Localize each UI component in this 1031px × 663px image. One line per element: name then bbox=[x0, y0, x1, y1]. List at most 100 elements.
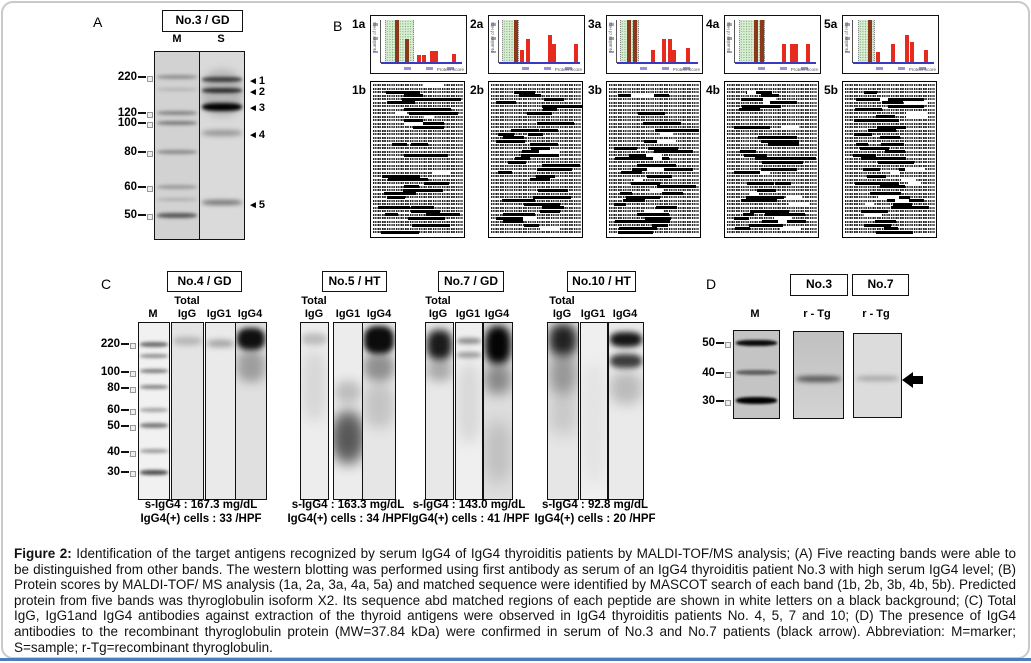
sequence-row bbox=[845, 223, 935, 227]
chart-sublabel: 3a bbox=[588, 17, 602, 31]
sequence-row bbox=[373, 192, 463, 196]
band-number: 1 bbox=[258, 75, 266, 87]
sequence-row bbox=[491, 178, 581, 182]
blot1-lane1-top: Total bbox=[174, 295, 200, 307]
sequence-row bbox=[845, 129, 935, 133]
lane-label-m: M bbox=[172, 33, 182, 45]
blot1-lane2-label: IgG1 bbox=[206, 308, 232, 320]
score-bar bbox=[626, 20, 631, 63]
x-tick-label bbox=[639, 67, 647, 70]
sequence-row bbox=[609, 164, 699, 168]
sequence-row bbox=[845, 90, 935, 94]
x-tick-label bbox=[801, 67, 809, 70]
mw-marker: 50 bbox=[676, 336, 731, 350]
marker-tick-icon bbox=[121, 470, 129, 474]
marker-square-icon bbox=[147, 121, 153, 129]
mw-marker-value: 30 bbox=[107, 466, 120, 478]
sequence-row bbox=[727, 112, 817, 115]
sequence-row bbox=[373, 223, 463, 227]
sequence-row bbox=[491, 115, 581, 118]
score-bar bbox=[891, 43, 896, 63]
sequence-row bbox=[609, 91, 699, 94]
sequence-row bbox=[727, 213, 817, 217]
blot4-lane1 bbox=[547, 322, 579, 500]
sequence-row bbox=[373, 181, 463, 185]
sequence-sublabel: 1b bbox=[352, 83, 367, 97]
sequence-row bbox=[845, 185, 935, 189]
sequence-row bbox=[491, 160, 581, 164]
sequence-row bbox=[609, 98, 699, 101]
sequence-row bbox=[491, 104, 582, 108]
sequence-row bbox=[609, 174, 699, 178]
y-axis-label: Number of Hits bbox=[490, 22, 495, 53]
y-axis bbox=[852, 20, 854, 63]
sequence-row bbox=[609, 143, 699, 146]
score-bar bbox=[806, 43, 811, 63]
sequence-row bbox=[845, 213, 935, 217]
x-tick-label bbox=[565, 67, 573, 70]
score-bar bbox=[876, 52, 881, 63]
sequence-row bbox=[727, 147, 817, 150]
marker-tick-icon bbox=[138, 75, 146, 79]
sequence-row bbox=[373, 230, 463, 234]
sequence-row bbox=[609, 213, 699, 217]
sequence-row bbox=[373, 129, 463, 132]
sequence-row bbox=[727, 160, 817, 164]
sequence-row bbox=[609, 192, 699, 196]
gel-band bbox=[156, 185, 198, 189]
sequence-row bbox=[373, 216, 463, 220]
sequence-row bbox=[491, 164, 581, 168]
sequence-row bbox=[727, 199, 817, 203]
panel-b-column: 4a Protein Score Number of Hits 4b bbox=[706, 12, 821, 242]
y-axis-label: Number of Hits bbox=[372, 22, 377, 53]
matched-sequence-panel bbox=[488, 81, 583, 238]
gel-band bbox=[302, 351, 327, 421]
gel-band bbox=[795, 376, 842, 382]
mw-marker: 50 bbox=[80, 419, 136, 433]
mw-marker-value: 100 bbox=[117, 117, 137, 129]
mw-marker: 120 bbox=[96, 106, 153, 120]
x-tick-label bbox=[447, 67, 455, 70]
sequence-row bbox=[491, 174, 581, 178]
sequence-row bbox=[609, 136, 699, 139]
score-bar bbox=[790, 43, 795, 63]
sequence-row bbox=[609, 227, 699, 231]
blot3-lane3 bbox=[483, 322, 513, 500]
blot4-cells: IgG4(+) cells : 20 /HPF bbox=[534, 513, 656, 525]
marker-square-icon bbox=[147, 111, 153, 119]
sequence-row bbox=[609, 119, 699, 122]
mw-marker: 40 bbox=[80, 445, 136, 459]
blot1-sigg4: s-IgG4 : 167.3 mg/dL bbox=[144, 499, 258, 511]
mw-marker-value: 80 bbox=[124, 146, 137, 158]
blot2-lane3 bbox=[362, 322, 396, 500]
sequence-row bbox=[727, 125, 817, 129]
sequence-row bbox=[845, 220, 935, 224]
sequence-row bbox=[727, 94, 817, 98]
matched-sequence-panel bbox=[724, 81, 819, 238]
sequence-row bbox=[373, 171, 463, 175]
blot1-header: No.4 / GD bbox=[167, 271, 242, 292]
gel-band bbox=[735, 397, 778, 404]
sequence-row bbox=[609, 108, 699, 111]
sequence-row bbox=[727, 164, 817, 167]
gel-band bbox=[156, 150, 198, 154]
blot3-lane1-label: IgG bbox=[428, 308, 448, 320]
score-bar bbox=[924, 50, 929, 63]
sequence-row bbox=[491, 101, 581, 105]
blot3-lane1-top: Total bbox=[425, 295, 451, 307]
panel-d-marker-lane bbox=[733, 330, 780, 419]
marker-tick-icon bbox=[121, 342, 129, 346]
sequence-row bbox=[373, 157, 463, 160]
y-tick-label bbox=[845, 23, 850, 26]
y-tick-label bbox=[727, 37, 732, 40]
y-tick-label bbox=[609, 37, 614, 40]
panel-d-no3-lane bbox=[793, 331, 844, 419]
sequence-row bbox=[491, 171, 581, 175]
sequence-row bbox=[491, 122, 581, 126]
mw-marker: 80 bbox=[96, 145, 153, 159]
mw-marker-value: 30 bbox=[702, 395, 715, 407]
sequence-row bbox=[609, 115, 699, 118]
sequence-row bbox=[845, 227, 935, 231]
sequence-row bbox=[609, 111, 699, 115]
sequence-row bbox=[609, 101, 699, 104]
